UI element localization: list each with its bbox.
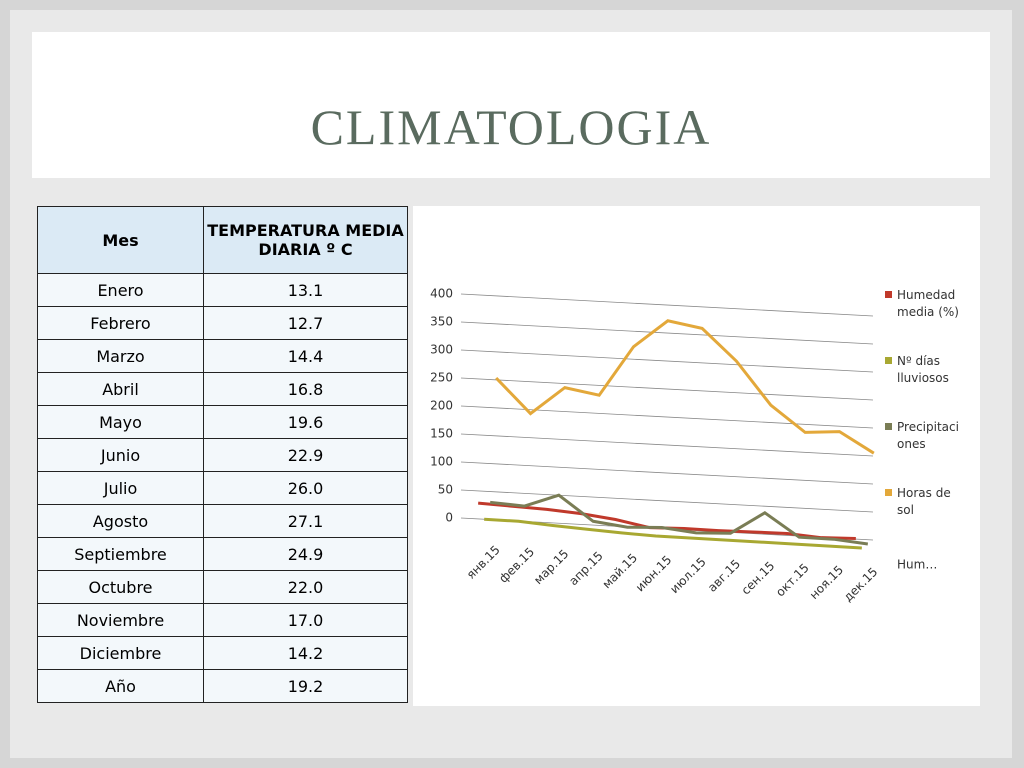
row: Enero 13.1: [37, 273, 408, 307]
header-cell: Mes: [37, 206, 204, 274]
row: Año 19.2: [37, 669, 408, 703]
row: Junio 22.9: [37, 438, 408, 472]
cell: 22.0: [203, 570, 408, 604]
y-tick-label: 350: [430, 315, 453, 329]
legend-label: Humedad media (%): [897, 288, 959, 319]
cell: 16.8: [203, 372, 408, 406]
chart: 050100150200250300350400янв.15фев.15мар.…: [430, 287, 959, 605]
cell: 14.4: [203, 339, 408, 373]
row: Noviembre 17.0: [37, 603, 408, 637]
cell: Abril: [37, 372, 204, 406]
x-tick-label: фев.15: [496, 545, 537, 586]
grid-line: [460, 321, 874, 345]
series-line: [490, 493, 869, 546]
cell: 12.7: [203, 306, 408, 340]
x-tick-label: дек.15: [841, 565, 881, 605]
series-line: [484, 517, 862, 550]
chart-area: 0 50 100 150 200 250 300 350 400 янв.15 фев.15 мар.…: [413, 206, 980, 706]
grid-line: [460, 489, 874, 513]
legend-swatch: [885, 357, 892, 364]
cell: 14.2: [203, 636, 408, 670]
legend-swatch: [885, 291, 892, 298]
y-tick-label: 200: [430, 399, 453, 413]
row: Mayo 19.6: [37, 405, 408, 439]
y-tick-label: 400: [430, 287, 453, 301]
cell: 24.9: [203, 537, 408, 571]
legend-label: Hum…: [897, 558, 937, 572]
cell: Marzo: [37, 339, 204, 373]
legend-label: Precipitaci ones: [897, 420, 959, 451]
cell: 26.0: [203, 471, 408, 505]
grid-line: [460, 377, 874, 401]
x-tick-label: июл.15: [667, 555, 708, 596]
x-tick-label: мар.15: [531, 547, 571, 587]
x-tick-label: авг.15: [705, 557, 743, 595]
row: Diciembre 14.2: [37, 636, 408, 670]
cell: Febrero: [37, 306, 204, 340]
legend-label: Nº días lluviosos: [897, 354, 949, 385]
title-box: CLIMATOLOGIA: [32, 32, 990, 178]
y-tick-label: 300: [430, 343, 453, 357]
cell: Año: [37, 669, 204, 703]
cell: Diciembre: [37, 636, 204, 670]
x-tick-label: ноя.15: [807, 563, 846, 602]
x-tick-label: сен.15: [739, 559, 778, 598]
row: Septiembre 24.9: [37, 537, 408, 571]
y-tick-label: 100: [430, 455, 453, 469]
y-tick-label: 50: [438, 483, 453, 497]
cell: Julio: [37, 471, 204, 505]
row: Julio 26.0: [37, 471, 408, 505]
grid-line: [460, 349, 874, 373]
legend-swatch: [885, 423, 892, 430]
cell: 13.1: [203, 273, 408, 307]
row: Febrero 12.7: [37, 306, 408, 340]
cell: Mayo: [37, 405, 204, 439]
cell: Septiembre: [37, 537, 204, 571]
row: Agosto 27.1: [37, 504, 408, 538]
cell: 27.1: [203, 504, 408, 538]
row: Marzo 14.4: [37, 339, 408, 373]
grid-line: [460, 461, 874, 485]
cell: Agosto: [37, 504, 204, 538]
grid-line: [460, 405, 874, 429]
header-cell: TEMPERATURA MEDIA DIARIA º C: [203, 206, 408, 274]
cell: Octubre: [37, 570, 204, 604]
y-tick-label: 150: [430, 427, 453, 441]
row: Abril 16.8: [37, 372, 408, 406]
grid-line: [460, 433, 874, 457]
y-tick-label: 0: [445, 511, 453, 525]
grid-line: [460, 293, 874, 317]
legend-label: Horas de sol: [897, 486, 951, 517]
cell: Noviembre: [37, 603, 204, 637]
series-line: [495, 319, 875, 455]
header-row: Mes TEMPERATURA MEDIA DIARIA º C: [37, 206, 408, 274]
cell: Junio: [37, 438, 204, 472]
table: Mes TEMPERATURA MEDIA DIARIA º C Enero 13.1…: [37, 206, 408, 703]
cell: 19.6: [203, 405, 408, 439]
y-tick-label: 250: [430, 371, 453, 385]
cell: Enero: [37, 273, 204, 307]
cell: 19.2: [203, 669, 408, 703]
cell: 17.0: [203, 603, 408, 637]
row: Octubre 22.0: [37, 570, 408, 604]
legend-swatch: [885, 489, 892, 496]
x-tick-label: окт.15: [773, 561, 812, 600]
cell: 22.9: [203, 438, 408, 472]
slide-title: CLIMATOLOGIA: [310, 99, 712, 155]
